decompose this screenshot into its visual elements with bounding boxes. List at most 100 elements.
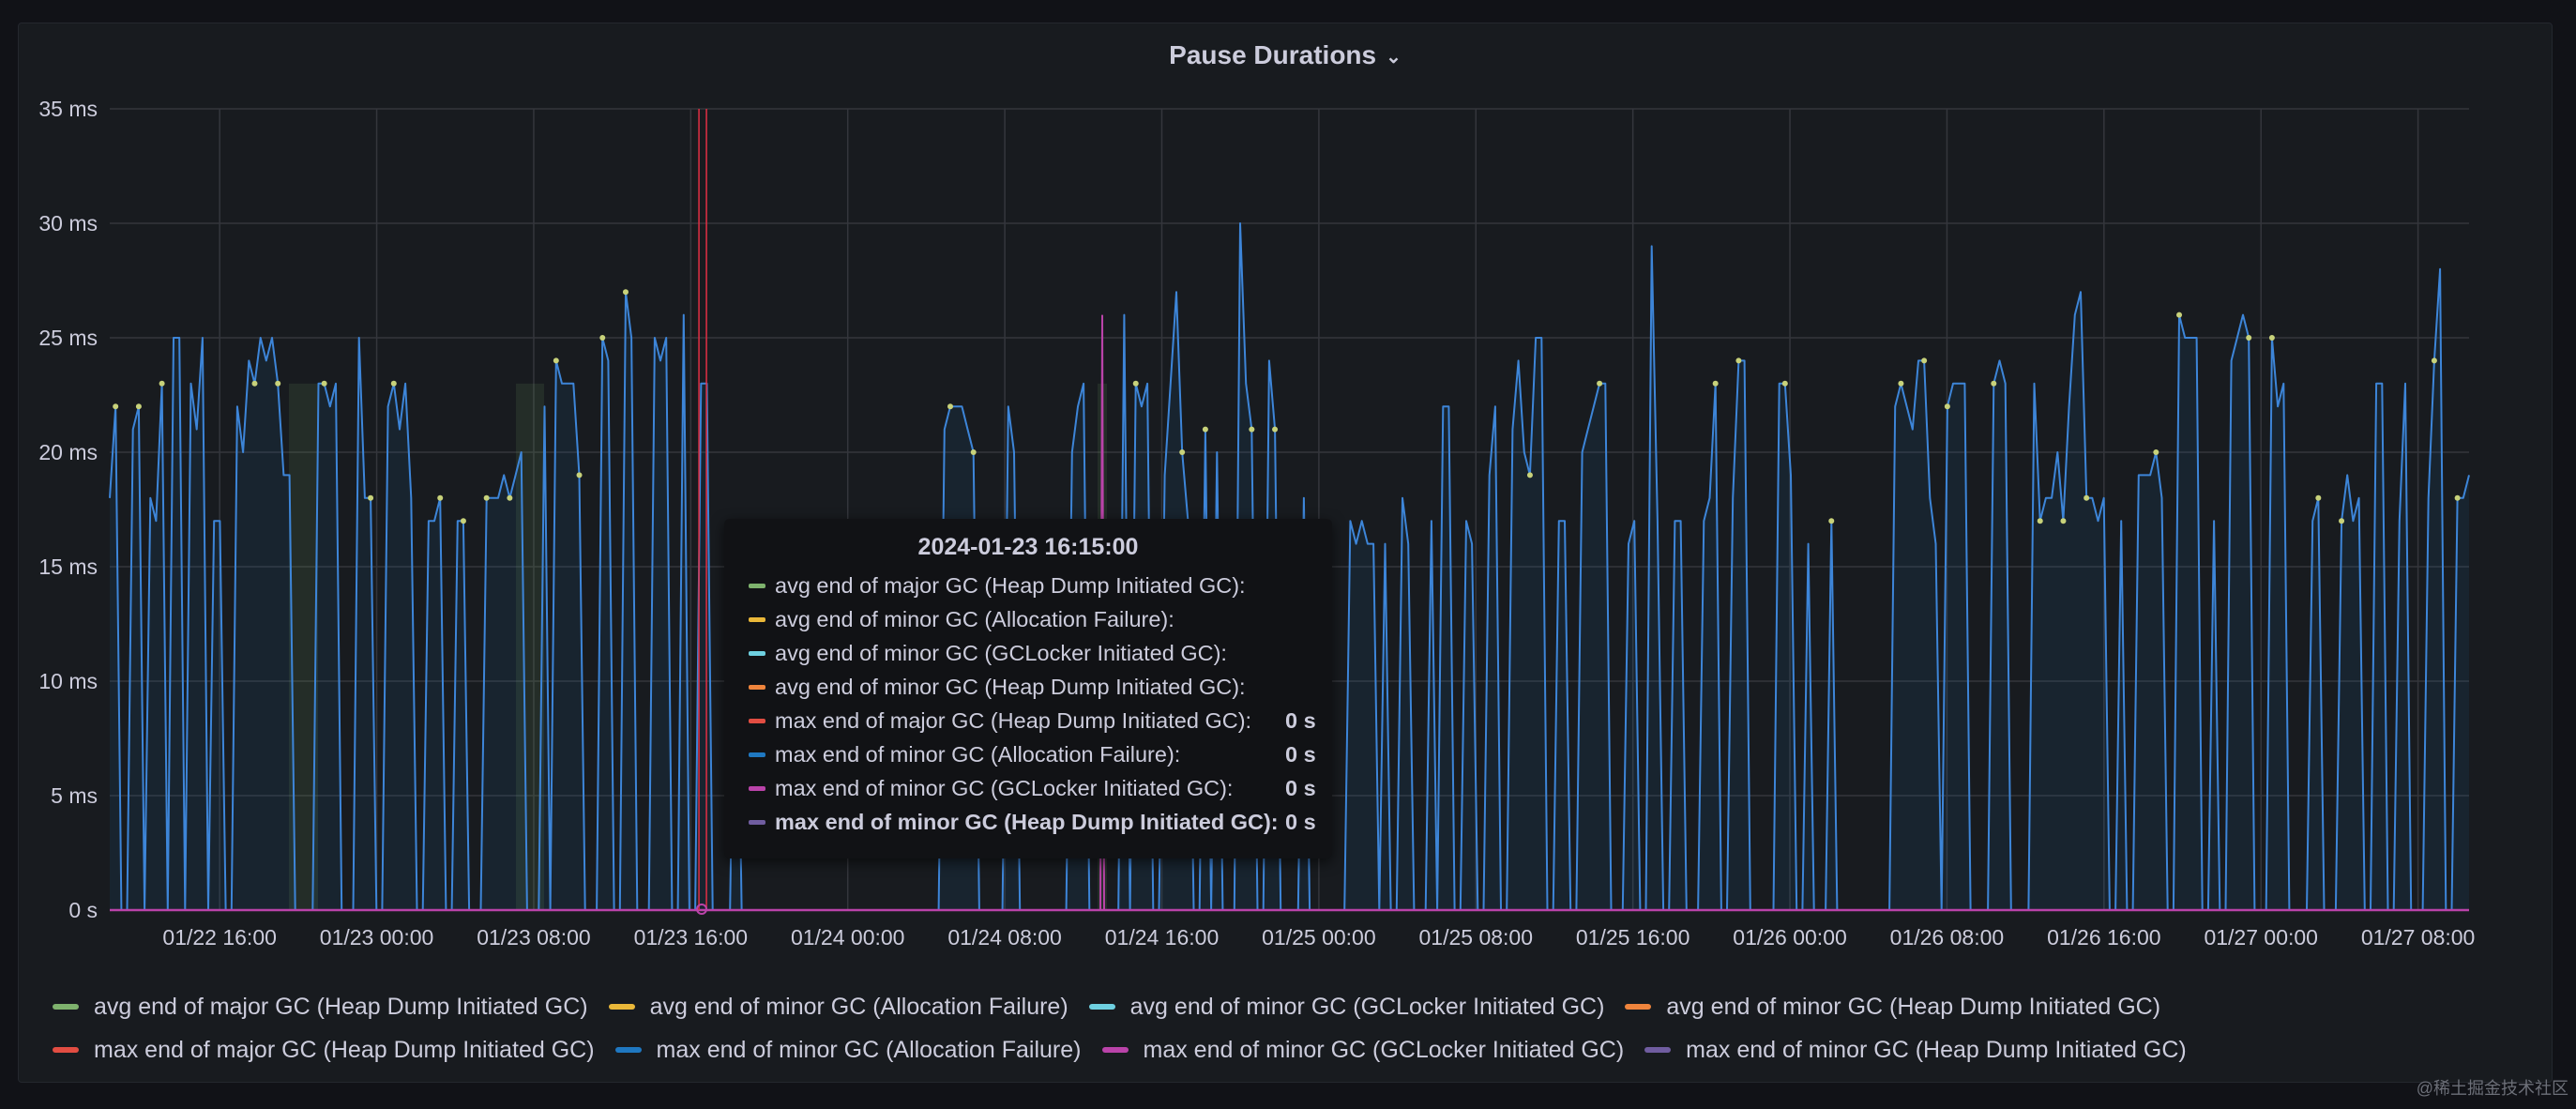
tooltip-swatch: [749, 684, 765, 690]
x-tick-label: 01/26 16:00: [2047, 925, 2161, 949]
y-tick-label: 15 ms: [38, 554, 98, 579]
legend-swatch: [53, 1004, 79, 1010]
tooltip-series-name: avg end of minor GC (Heap Dump Initiated…: [775, 674, 1246, 699]
avg-point: [2431, 357, 2437, 364]
tooltip-swatch: [749, 819, 765, 825]
x-axis-ticks: 01/22 16:00 01/23 00:00 01/23 08:00 01/23 1…: [162, 925, 2475, 949]
avg-point: [321, 380, 327, 387]
y-axis-ticks: 0 s 5 ms 10 ms 15 ms 20 ms 25 ms 30 ms 35 ms: [38, 97, 98, 922]
tooltip-series-value: 0 s: [1285, 741, 1316, 767]
avg-point: [1526, 472, 1533, 479]
avg-point: [576, 472, 583, 479]
avg-point: [275, 380, 281, 387]
avg-point: [2153, 449, 2159, 455]
avg-point: [1991, 380, 1997, 387]
x-tick-label: 01/25 08:00: [1419, 925, 1534, 949]
legend-swatch: [53, 1047, 79, 1053]
hover-tooltip: 2024-01-23 16:15:00 avg end of major GC …: [724, 519, 1332, 858]
avg-point: [1828, 518, 1835, 524]
chevron-down-icon[interactable]: ⌄: [1386, 47, 1402, 68]
avg-point: [460, 518, 466, 524]
avg-point: [390, 380, 397, 387]
tooltip-row: avg end of minor GC (GCLocker Initiated …: [724, 636, 1332, 670]
legend-label: avg end of minor GC (Allocation Failure): [649, 993, 1068, 1020]
tooltip-swatch: [749, 650, 765, 656]
tooltip-row: max end of minor GC (Allocation Failure)…: [724, 737, 1332, 771]
tooltip-swatch: [749, 616, 765, 622]
avg-point: [2084, 494, 2090, 501]
legend-label: max end of minor GC (Heap Dump Initiated…: [1686, 1036, 2187, 1063]
watermark: @稀土掘金技术社区: [2416, 1079, 2568, 1098]
tooltip-series-name: max end of minor GC (Heap Dump Initiated…: [775, 809, 1279, 834]
x-tick-label: 01/27 08:00: [2361, 925, 2476, 949]
tooltip-series-name: max end of minor GC (GCLocker Initiated …: [775, 775, 1234, 800]
legend-item[interactable]: max end of major GC (Heap Dump Initiated…: [53, 1037, 595, 1063]
legend-label: max end of minor GC (Allocation Failure): [656, 1036, 1082, 1063]
tooltip-row: avg end of minor GC (Allocation Failure)…: [724, 602, 1332, 636]
avg-point: [622, 289, 629, 296]
avg-point: [1712, 380, 1719, 387]
legend-label: avg end of minor GC (Heap Dump Initiated…: [1666, 993, 2161, 1020]
avg-point: [1735, 357, 1742, 364]
x-tick-label: 01/25 00:00: [1262, 925, 1376, 949]
x-tick-label: 01/24 00:00: [791, 925, 905, 949]
avg-point: [947, 403, 954, 410]
tooltip-row: avg end of minor GC (Heap Dump Initiated…: [724, 670, 1332, 704]
tooltip-series-value: 0 s: [1285, 775, 1316, 800]
avg-point: [135, 403, 142, 410]
y-tick-label: 35 ms: [38, 97, 98, 121]
legend-item[interactable]: avg end of minor GC (Allocation Failure): [608, 993, 1068, 1020]
legend-item[interactable]: avg end of minor GC (Heap Dump Initiated…: [1625, 993, 2161, 1020]
tooltip-series-value: 0 s: [1285, 707, 1316, 733]
avg-point: [483, 494, 490, 501]
tooltip-row: max end of minor GC (Heap Dump Initiated…: [724, 805, 1332, 839]
legend-swatch: [614, 1047, 642, 1053]
avg-point: [159, 380, 165, 387]
avg-point: [1921, 357, 1928, 364]
y-tick-label: 0 s: [68, 898, 98, 922]
avg-point: [1249, 426, 1255, 433]
tooltip-series-name: max end of minor GC (Allocation Failure)…: [775, 741, 1181, 767]
tooltip-series-name: avg end of major GC (Heap Dump Initiated…: [775, 572, 1246, 598]
tooltip-swatch: [749, 718, 765, 723]
avg-point: [1272, 426, 1279, 433]
avg-point: [970, 449, 977, 455]
x-tick-label: 01/26 00:00: [1733, 925, 1847, 949]
avg-point: [1597, 380, 1603, 387]
avg-point: [113, 403, 119, 410]
tooltip-series-name: avg end of minor GC (GCLocker Initiated …: [775, 640, 1227, 665]
tooltip-swatch: [749, 752, 765, 757]
tooltip-series-name: avg end of minor GC (Allocation Failure)…: [775, 606, 1174, 631]
y-tick-label: 20 ms: [38, 440, 98, 464]
x-tick-label: 01/25 16:00: [1576, 925, 1690, 949]
legend-swatch: [608, 1004, 635, 1010]
legend: avg end of major GC (Heap Dump Initiated…: [53, 993, 2454, 1063]
legend-label: avg end of minor GC (GCLocker Initiated …: [1129, 993, 1605, 1020]
tooltip-swatch: [749, 583, 765, 588]
legend-swatch: [1644, 1047, 1672, 1053]
legend-item[interactable]: max end of minor GC (GCLocker Initiated …: [1101, 1036, 1625, 1063]
tooltip-row: avg end of major GC (Heap Dump Initiated…: [724, 569, 1332, 602]
x-tick-label: 01/27 00:00: [2204, 925, 2318, 949]
legend-item[interactable]: max end of minor GC (Heap Dump Initiated…: [1644, 1036, 2187, 1063]
legend-swatch: [1088, 1004, 1115, 1010]
avg-point: [251, 380, 258, 387]
avg-point: [2339, 518, 2345, 524]
legend-label: avg end of major GC (Heap Dump Initiated…: [94, 993, 588, 1020]
legend-swatch: [1101, 1047, 1129, 1053]
legend-label: max end of minor GC (GCLocker Initiated …: [1143, 1036, 1625, 1063]
legend-item[interactable]: max end of minor GC (Allocation Failure): [614, 1036, 1082, 1063]
avg-point: [553, 357, 559, 364]
avg-point: [2315, 494, 2322, 501]
tooltip-series-name: max end of major GC (Heap Dump Initiated…: [775, 707, 1252, 733]
legend-item[interactable]: avg end of minor GC (GCLocker Initiated …: [1088, 993, 1605, 1020]
avg-point: [1179, 449, 1186, 455]
panel-title[interactable]: Pause Durations ⌄: [19, 40, 2552, 70]
crosshair-point: [696, 904, 707, 915]
avg-point: [368, 494, 374, 501]
avg-point: [1944, 403, 1950, 410]
avg-point: [437, 494, 444, 501]
x-tick-label: 01/26 08:00: [1890, 925, 2005, 949]
avg-point: [1202, 426, 1208, 433]
legend-item[interactable]: avg end of major GC (Heap Dump Initiated…: [53, 993, 588, 1020]
